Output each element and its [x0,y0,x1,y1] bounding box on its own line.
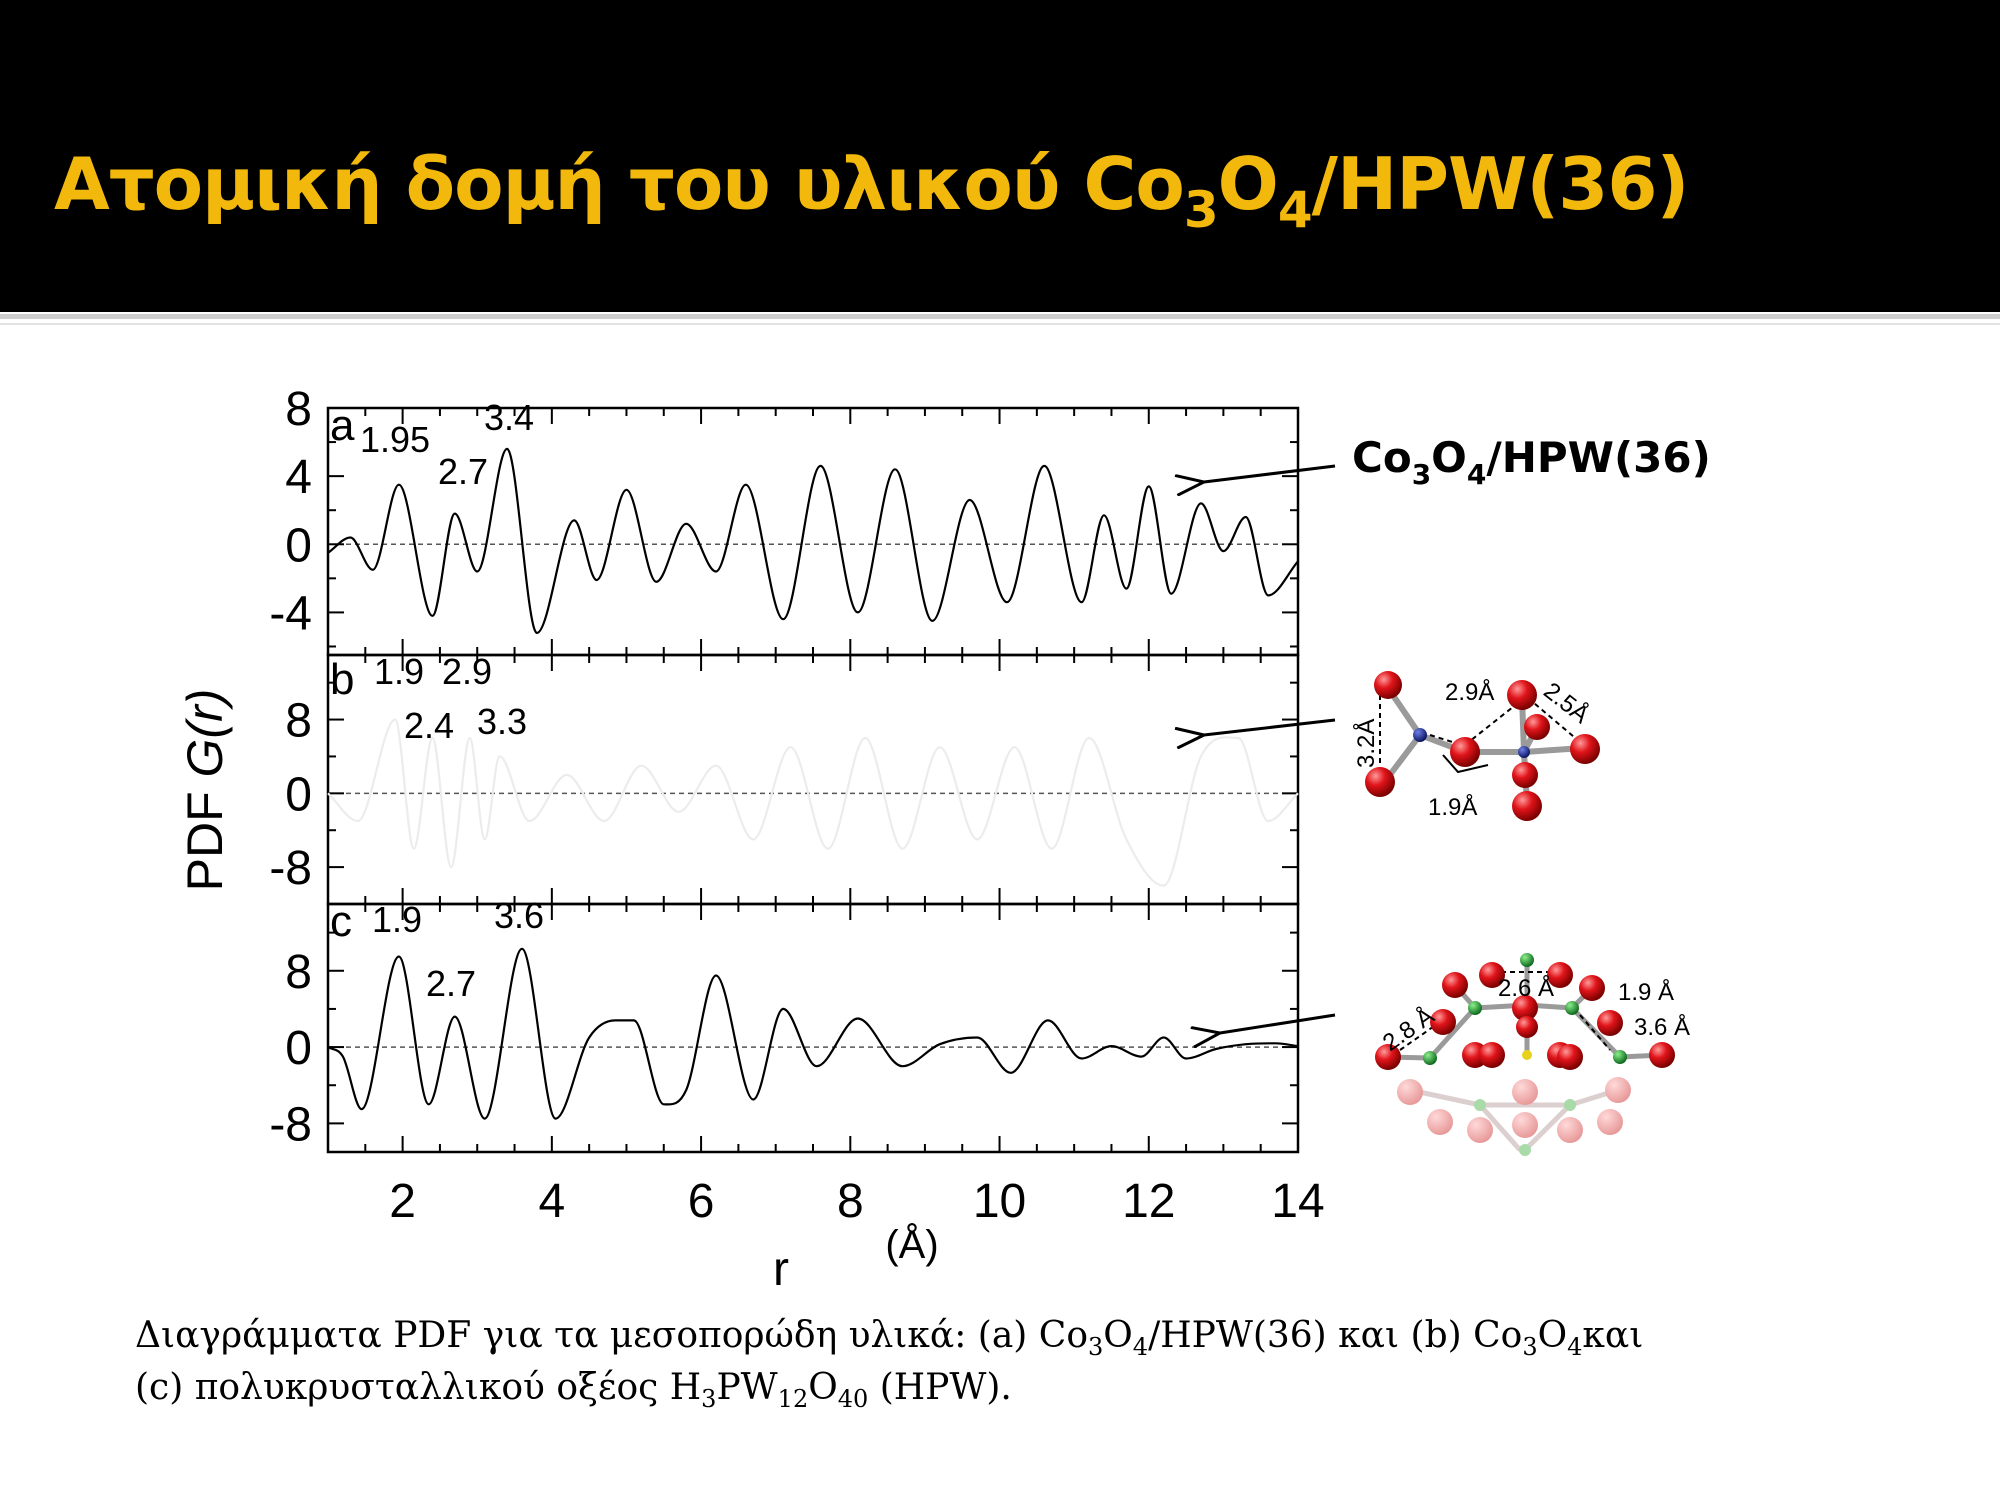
x-tick-label: 14 [1271,1175,1324,1228]
svg-text:PDF G(r): PDF G(r) [177,689,233,892]
caption-part: Διαγράμματα PDF για τα μεσοπορώδη υλικά:… [135,1315,1088,1356]
peak-label: 2.9 [442,651,492,692]
panel-c: -8 0 8c 1.92.7 3.6 [269,895,1300,1154]
slide-title: Ατομική δομή του υλικού Co3O4/HPW(36) [54,142,1690,235]
peak-label: 2.4 [404,705,454,746]
series-line-b [327,718,1299,887]
y-tick-label: -8 [269,1098,312,1151]
panel-b: -8 0 8b 1.9 2.9 2.4 3.3 [269,651,1300,906]
y-tick-label: 0 [285,768,312,821]
struct-c-label-1: 2.6 Å [1498,974,1554,1002]
peak-label: 3.4 [484,397,534,438]
x-tick-label: 6 [688,1175,715,1228]
x-tick-label: 8 [837,1175,864,1228]
x-tick-label: 2 [389,1175,416,1228]
caption-sub: 12 [777,1385,809,1413]
x-axis-title: r [773,1243,789,1296]
label-a-text-o: O [1431,433,1467,482]
peak-label: 3.6 [494,895,544,936]
y-tick-label: 0 [285,1022,312,1075]
y-axis-title-italic: G(r) [177,689,233,778]
title-text-o: O [1217,142,1279,226]
panel-letter-b: b [330,655,354,704]
y-tick-label: 4 [285,451,312,504]
panel-letter-a: a [330,401,355,450]
co3o4-structure-illustration: 2.9Å 2.5Å 3.2Å 1.9Å [1352,671,1600,821]
arrow-a [1204,464,1336,482]
figure-caption: Διαγράμματα PDF για τα μεσοπορώδη υλικά:… [135,1310,1935,1414]
y-tick-label: -8 [269,842,312,895]
struct-b-label-1: 2.9Å [1445,678,1494,706]
x-tick-label: 10 [973,1175,1026,1228]
panel-a-frame [326,406,1300,657]
caption-sub: 3 [1088,1333,1104,1361]
panel-c-frame [326,902,1300,1154]
caption-sub: 40 [837,1385,869,1413]
series-line-a [327,447,1299,635]
x-tick-label: 4 [538,1175,565,1228]
label-co3o4-hpw36: Co3O4/HPW(36) [1352,433,1711,491]
label-a-text: Co [1352,433,1412,482]
y-tick-label: -4 [269,587,312,640]
header-divider-thin [0,323,2000,325]
hpw-structure-illustration: 2.6 Å 1.9 Å 2.8 Å 3.6 Å [1375,953,1690,1156]
struct-c-label-2: 1.9 Å [1618,978,1674,1006]
header-divider [0,314,2000,319]
series-line-c [327,947,1299,1120]
title-text-end: /HPW(36) [1311,142,1690,226]
title-text: Ατομική δομή του υλικού Co [54,142,1185,226]
y-tick-label: 8 [285,383,312,436]
caption-sub: 4 [1132,1333,1149,1361]
peak-label: 2.7 [438,451,488,492]
caption-part: O [1537,1315,1568,1356]
caption-line-2: (c) πολυκρυσταλλικού οξέος H3PW12O40 (HP… [135,1362,1935,1414]
caption-sub: 4 [1567,1333,1583,1361]
caption-part: (HPW). [868,1367,1012,1408]
struct-c-label-3: 2.8 Å [1377,1002,1439,1057]
label-a-sub3: 3 [1412,458,1431,491]
arrow-c [1220,1013,1336,1033]
label-a-text-end: /HPW(36) [1486,433,1710,482]
y-axis-title-prefix: PDF [177,777,233,891]
title-subscript-3: 3 [1183,181,1219,239]
y-tick-label: 8 [285,695,312,748]
caption-part: (c) πολυκρυσταλλικού οξέος H [135,1367,702,1408]
caption-sub: 3 [1522,1333,1538,1361]
panel-a: -4 0 4 8 a 1.952.7 3.4 [269,383,1300,657]
caption-part: O [808,1367,838,1408]
y-tick-label: 8 [285,946,312,999]
struct-b-label-3: 3.2Å [1352,719,1380,768]
title-subscript-4: 4 [1277,181,1313,239]
x-axis-unit: (Å) [885,1222,938,1267]
x-tick-label: 12 [1122,1175,1175,1228]
caption-part: PW [716,1367,778,1408]
caption-part: O [1103,1315,1133,1356]
peak-label: 1.95 [360,419,430,460]
peak-label: 1.9 [374,651,424,692]
peak-label: 1.9 [372,899,422,940]
struct-b-label-4: 1.9Å [1428,793,1477,821]
arrow-b [1204,718,1336,735]
peak-label: 2.7 [426,963,476,1004]
y-tick-label: 0 [285,519,312,572]
peak-label: 3.3 [477,701,527,742]
caption-part: /HPW(36) και (b) Co [1148,1315,1523,1356]
struct-c-label-4: 3.6 Å [1634,1013,1690,1041]
y-axis-title: PDF G(r) [177,689,233,892]
caption-part: και [1582,1315,1644,1356]
panel-b-frame [326,653,1300,906]
panel-letter-c: c [330,897,352,946]
caption-line-1: Διαγράμματα PDF για τα μεσοπορώδη υλικά:… [135,1310,1935,1362]
caption-sub: 3 [701,1385,717,1413]
label-a-sub4: 4 [1467,458,1486,491]
slide-header [0,0,2000,312]
